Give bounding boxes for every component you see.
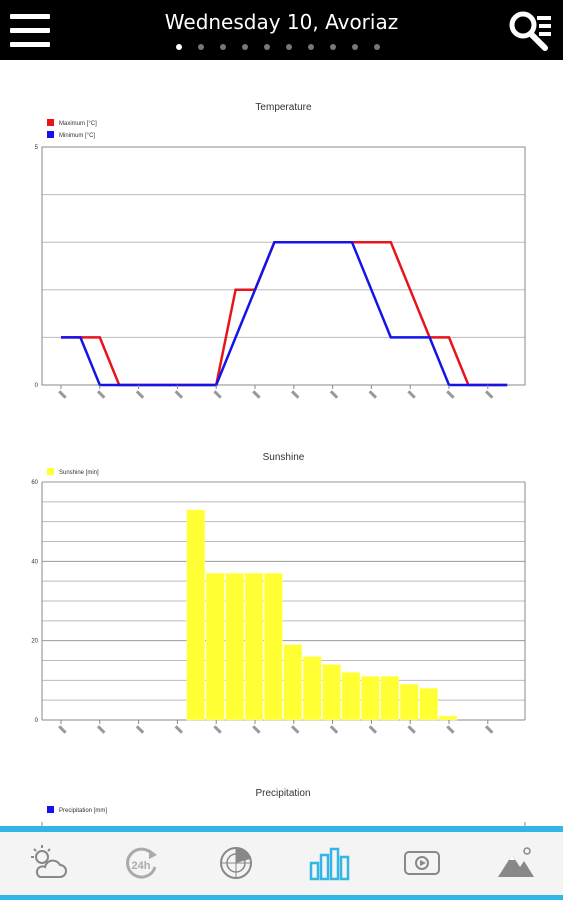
x-tick-label <box>135 390 145 399</box>
x-tick-label <box>174 390 184 399</box>
tab-radar[interactable] <box>206 838 266 888</box>
x-tick-label <box>368 390 378 399</box>
x-tick-label <box>135 725 145 734</box>
page-dot[interactable] <box>198 44 204 50</box>
legend-swatch <box>47 131 54 138</box>
x-tick-label <box>96 390 106 399</box>
chart-title: Sunshine <box>263 452 305 463</box>
page-dot[interactable] <box>308 44 314 50</box>
sunshine-bar <box>302 656 322 721</box>
x-tick-label <box>329 390 339 399</box>
legend-swatch <box>47 806 54 813</box>
x-tick-label <box>252 390 261 399</box>
page-dot[interactable] <box>374 44 380 50</box>
radar-icon <box>220 847 252 879</box>
x-tick-label <box>96 725 106 734</box>
sunshine-bar <box>205 572 225 721</box>
precipitation-chart-svg: Precipitation Precipitation [mm] <box>41 788 526 826</box>
bar-chart-icon <box>309 847 350 881</box>
24h-refresh-icon: 24h <box>126 847 157 879</box>
sunshine-bar <box>361 676 380 721</box>
x-tick-label <box>290 725 300 734</box>
x-tick-label <box>446 390 455 399</box>
plot-frame <box>41 146 526 386</box>
x-tick-label <box>407 725 416 734</box>
app-header: Wednesday 10, Avoriaz <box>0 0 563 60</box>
page-dot[interactable] <box>220 44 226 50</box>
x-tick-label <box>290 390 300 399</box>
x-tick-label <box>446 725 455 734</box>
sunshine-bar <box>419 688 438 721</box>
temperature-chart-svg: Temperature Maximum [°C] Minimum [°C] 0 5 <box>35 102 526 399</box>
sunshine-bar <box>341 672 361 721</box>
temperature-chart: Temperature Maximum [°C] Minimum [°C] 0 5 <box>0 95 563 415</box>
sunshine-bar <box>264 572 283 721</box>
sunshine-bar <box>399 684 419 721</box>
x-tick-label <box>58 725 67 734</box>
svg-text:24h: 24h <box>132 860 151 872</box>
page-dot[interactable] <box>176 44 182 50</box>
x-tick-label <box>407 390 416 399</box>
y-tick-label: 0 <box>35 383 39 389</box>
legend-swatch <box>47 468 54 475</box>
sunshine-bar <box>283 644 303 721</box>
sunshine-bar <box>225 572 244 721</box>
tab-video[interactable] <box>392 838 452 888</box>
search-list-icon[interactable] <box>505 8 555 54</box>
precipitation-chart: Precipitation Precipitation [mm] <box>0 780 563 826</box>
x-tick-label <box>329 725 339 734</box>
sunshine-chart: Sunshine Sunshine [min] 0 20 40 60 <box>0 445 563 755</box>
sunshine-bar <box>244 572 264 721</box>
legend-label: Sunshine [min] <box>59 470 99 476</box>
sunshine-chart-svg: Sunshine Sunshine [min] 0 20 40 60 <box>31 452 526 734</box>
legend-label: Maximum [°C] <box>59 121 97 127</box>
y-tick-label: 0 <box>35 718 39 724</box>
x-tick-label <box>484 390 494 399</box>
x-tick-label <box>174 725 184 734</box>
x-tick-label <box>484 725 494 734</box>
page-dot[interactable] <box>264 44 270 50</box>
sunshine-bar <box>322 664 341 721</box>
page-dot[interactable] <box>352 44 358 50</box>
legend-swatch <box>47 119 54 126</box>
y-tick-label: 60 <box>31 480 38 486</box>
y-tick-label: 40 <box>31 559 38 565</box>
tab-mountain[interactable] <box>486 838 546 888</box>
mountain-icon <box>498 847 534 877</box>
page-dot[interactable] <box>330 44 336 50</box>
sunshine-bar <box>186 509 206 721</box>
page-title: Wednesday 10, Avoriaz <box>164 10 399 34</box>
video-play-icon <box>404 851 440 875</box>
y-tick-label: 5 <box>35 145 39 151</box>
tab-charts[interactable] <box>299 838 359 888</box>
x-tick-label <box>368 725 378 734</box>
x-tick-label <box>213 390 222 399</box>
tab-weather[interactable] <box>18 838 78 888</box>
legend-label: Precipitation [mm] <box>59 808 107 814</box>
chart-title: Temperature <box>255 102 312 113</box>
series-line <box>61 240 508 387</box>
sunshine-bar <box>380 676 400 721</box>
x-tick-label <box>58 390 67 399</box>
bottom-tab-bar: 24h <box>0 826 563 900</box>
page-dot[interactable] <box>286 44 292 50</box>
hamburger-menu-icon[interactable] <box>10 14 50 48</box>
y-tick-label: 20 <box>31 639 38 645</box>
chart-title: Precipitation <box>255 788 310 799</box>
legend-label: Minimum [°C] <box>59 133 95 139</box>
tab-bar-bottom-border <box>0 895 563 900</box>
x-tick-label <box>213 725 222 734</box>
tab-bar-top-border <box>0 826 563 832</box>
weather-cloud-sun-icon <box>31 845 67 878</box>
tab-24h[interactable]: 24h <box>111 838 171 888</box>
sunshine-bar <box>438 715 458 721</box>
page-dot[interactable] <box>242 44 248 50</box>
x-tick-label <box>252 725 261 734</box>
